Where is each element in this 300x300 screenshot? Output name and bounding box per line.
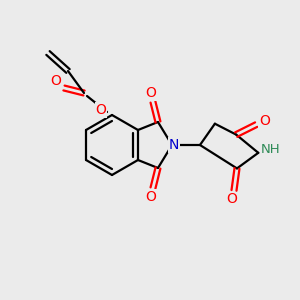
- Text: O: O: [146, 86, 156, 100]
- Text: O: O: [146, 190, 156, 204]
- Text: O: O: [226, 192, 237, 206]
- Text: O: O: [259, 114, 270, 128]
- Text: O: O: [96, 103, 106, 117]
- Text: O: O: [51, 74, 62, 88]
- Text: NH: NH: [260, 143, 280, 156]
- Text: N: N: [169, 138, 179, 152]
